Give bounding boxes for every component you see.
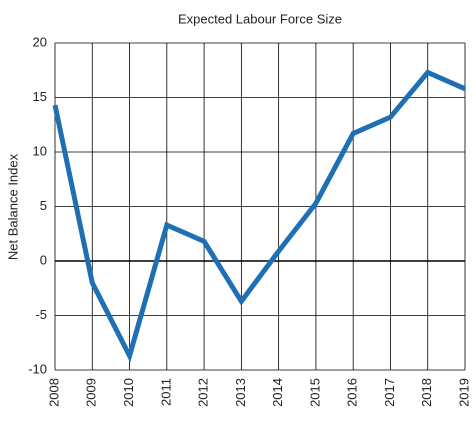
y-tick-label: -10 [28,361,47,376]
x-tick-label: 2011 [158,378,173,406]
x-tick-label: 2010 [121,378,136,407]
y-tick-label: 15 [33,89,47,104]
x-tick-label: 2019 [456,378,471,407]
y-tick-label: 10 [33,143,47,158]
x-tick-label: 2016 [345,378,360,407]
chart-title: Expected Labour Force Size [178,11,342,26]
x-tick-label: 2018 [419,378,434,407]
x-tick-label: 2012 [196,378,211,407]
x-tick-label: 2014 [270,378,285,407]
y-tick-label: -5 [35,307,47,322]
x-tick-label: 2015 [307,378,322,407]
x-tick-label: 2009 [84,378,99,407]
x-tick-label: 2008 [46,378,61,407]
y-tick-label: 20 [33,34,47,49]
x-tick-label: 2013 [233,378,248,407]
y-tick-label: 5 [40,198,47,213]
y-tick-label: 0 [40,252,47,267]
line-series [52,69,467,363]
x-tick-label: 2017 [382,378,397,407]
y-axis-label: Net Balance Index [5,153,20,260]
